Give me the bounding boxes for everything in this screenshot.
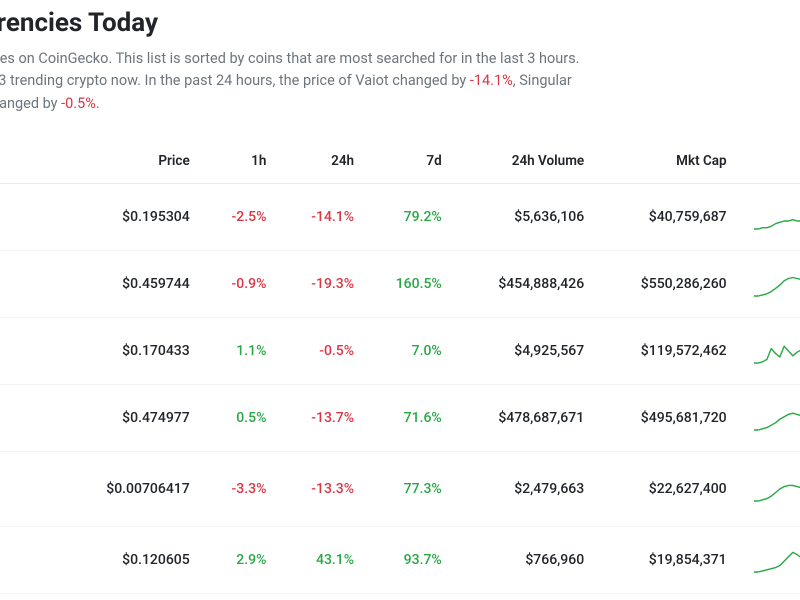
volume-cell: $2,479,663 <box>452 452 594 527</box>
coin-cell[interactable]: otVAI <box>0 184 68 251</box>
change-7d-cell: 71.6% <box>364 385 452 452</box>
change-7d-cell: 77.3% <box>364 452 452 527</box>
change-24h-cell: -19.3% <box>276 251 364 318</box>
mktcap-cell: $495,681,720 <box>594 385 736 452</box>
sparkline-cell <box>737 385 800 452</box>
volume-cell: $5,636,106 <box>452 184 594 251</box>
mktcap-cell: $550,286,260 <box>594 251 736 318</box>
change-1h-cell: -0.9% <box>200 251 277 318</box>
coin-cell[interactable]: ngularityNETAGIX <box>0 251 68 318</box>
price-cell: $0.474977 <box>68 385 200 452</box>
table-row[interactable]: ngularityNETAGIX$0.459744-0.9%-19.3%160.… <box>0 251 800 318</box>
col-cap[interactable]: Mkt Cap <box>594 139 736 184</box>
col-24h[interactable]: 24h <box>276 139 364 184</box>
table-row[interactable]: otVAI$0.195304-2.5%-14.1%79.2%$5,636,106… <box>0 184 800 251</box>
change-1h-cell: 2.9% <box>200 527 277 594</box>
col-price[interactable]: Price <box>68 139 200 184</box>
volume-cell: $478,687,671 <box>452 385 594 452</box>
price-cell: $0.170433 <box>68 318 200 385</box>
mktcap-cell: $19,854,371 <box>594 527 736 594</box>
sparkline-icon <box>754 476 800 502</box>
sparkline-cell <box>737 452 800 527</box>
desc-line2b: , Singular <box>513 72 572 89</box>
page-description: ending cryptocurrencies on CoinGecko. Th… <box>0 48 800 115</box>
change-7d-cell: 79.2% <box>364 184 452 251</box>
desc-change-1: -14.1% <box>470 72 513 89</box>
desc-line3a: , and Syscoin price changed by <box>0 95 61 112</box>
table-row[interactable]: epBraininDBC$0.00706417-3.3%-13.3%77.3%$… <box>0 452 800 527</box>
change-24h-cell: -0.5% <box>276 318 364 385</box>
price-cell: $0.120605 <box>68 527 200 594</box>
page-title: g Cryptocurrencies Today <box>0 8 800 38</box>
price-cell: $0.195304 <box>68 184 200 251</box>
volume-cell: $766,960 <box>452 527 594 594</box>
volume-cell: $4,925,567 <box>452 318 594 385</box>
change-7d-cell: 160.5% <box>364 251 452 318</box>
price-cell: $0.459744 <box>68 251 200 318</box>
desc-change-3: -0.5% <box>61 95 96 112</box>
sparkline-icon <box>754 338 800 364</box>
desc-line3b: . <box>96 95 100 112</box>
trending-table: Price 1h 24h 7d 24h Volume Mkt Cap otVAI… <box>0 139 800 594</box>
col-7d[interactable]: 7d <box>364 139 452 184</box>
change-1h-cell: 1.1% <box>200 318 277 385</box>
mktcap-cell: $22,627,400 <box>594 452 736 527</box>
price-cell: $0.00706417 <box>68 452 200 527</box>
change-24h-cell: -14.1% <box>276 184 364 251</box>
coin-cell[interactable]: epBraininDBC <box>0 452 68 527</box>
mktcap-cell: $40,759,687 <box>594 184 736 251</box>
desc-line1: ending cryptocurrencies on CoinGecko. Th… <box>0 50 580 67</box>
sparkline-cell <box>737 184 800 251</box>
change-24h-cell: 43.1% <box>276 527 364 594</box>
coin-cell[interactable]: coinSYS <box>0 318 68 385</box>
mktcap-cell: $119,572,462 <box>594 318 736 385</box>
change-1h-cell: -3.3% <box>200 452 277 527</box>
change-24h-cell: -13.7% <box>276 385 364 452</box>
change-7d-cell: 7.0% <box>364 318 452 385</box>
table-row[interactable]: GNY$0.1206052.9%43.1%93.7%$766,960$19,85… <box>0 527 800 594</box>
coin-cell[interactable]: GNY <box>0 527 68 594</box>
col-coin[interactable] <box>0 139 68 184</box>
table-row[interactable]: ch.aiFET$0.4749770.5%-13.7%71.6%$478,687… <box>0 385 800 452</box>
col-1h[interactable]: 1h <box>200 139 277 184</box>
sparkline-icon <box>754 204 800 230</box>
sparkline-cell <box>737 527 800 594</box>
desc-line2a: d Syscoin are the top 3 trending crypto … <box>0 72 470 89</box>
change-24h-cell: -13.3% <box>276 452 364 527</box>
change-1h-cell: -2.5% <box>200 184 277 251</box>
volume-cell: $454,888,426 <box>452 251 594 318</box>
change-1h-cell: 0.5% <box>200 385 277 452</box>
sparkline-icon <box>754 405 800 431</box>
sparkline-cell <box>737 251 800 318</box>
coin-cell[interactable]: ch.aiFET <box>0 385 68 452</box>
table-header-row: Price 1h 24h 7d 24h Volume Mkt Cap <box>0 139 800 184</box>
change-7d-cell: 93.7% <box>364 527 452 594</box>
sparkline-icon <box>754 547 800 573</box>
sparkline-icon <box>754 271 800 297</box>
sparkline-cell <box>737 318 800 385</box>
table-row[interactable]: coinSYS$0.1704331.1%-0.5%7.0%$4,925,567$… <box>0 318 800 385</box>
col-spark <box>737 139 800 184</box>
col-vol[interactable]: 24h Volume <box>452 139 594 184</box>
